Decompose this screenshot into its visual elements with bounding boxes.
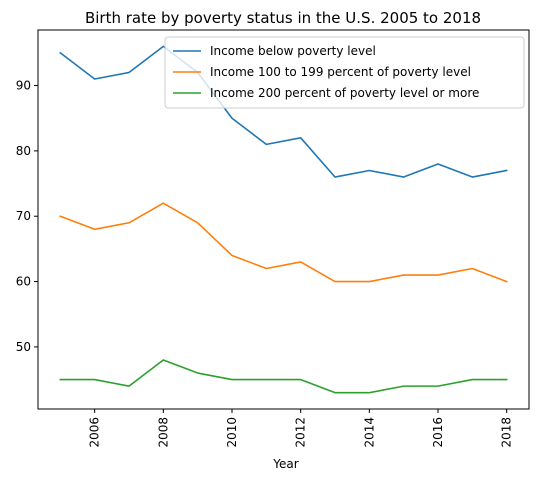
x-tick-label: 2012: [294, 417, 308, 448]
y-tick-label: 80: [16, 144, 31, 158]
series-line-1: [59, 45, 508, 178]
x-axis-label: Year: [272, 457, 298, 471]
x-tick-label: 2006: [88, 417, 102, 448]
x-tick-label: 2018: [500, 417, 514, 448]
series-lines: [59, 45, 508, 394]
chart-title: Birth rate by poverty status in the U.S.…: [85, 9, 481, 27]
legend-entry: Income below poverty level: [210, 44, 376, 58]
y-tick-label: 70: [16, 209, 31, 223]
x-tick-label: 2008: [156, 417, 170, 448]
legend-box: [164, 36, 525, 109]
y-tick-label: 90: [16, 79, 31, 93]
x-axis: 2006 2008 2010 2012 2014 2016 2018: [88, 409, 514, 448]
x-tick-label: 2016: [431, 417, 445, 448]
series-line-2: [59, 202, 508, 283]
y-tick-label: 50: [16, 340, 31, 354]
legend: Income below poverty level Income 100 to …: [164, 36, 525, 109]
y-tick-label: 60: [16, 275, 31, 289]
legend-entry: Income 100 to 199 percent of poverty lev…: [210, 65, 471, 79]
x-tick-label: 2010: [225, 417, 239, 448]
x-tick-label: 2014: [362, 417, 376, 448]
series-line-3: [59, 359, 508, 394]
plot-frame: [37, 29, 530, 410]
y-axis: 50 60 70 80 90: [16, 79, 38, 354]
legend-entry: Income 200 percent of poverty level or m…: [210, 86, 479, 100]
